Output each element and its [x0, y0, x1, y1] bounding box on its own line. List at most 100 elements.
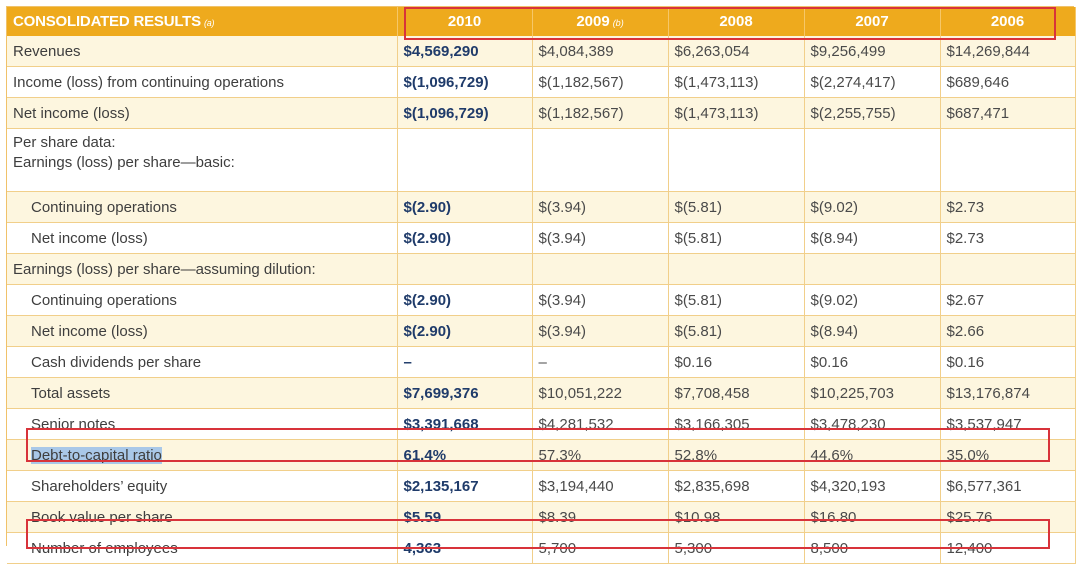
cell-value: $(1,473,113)	[668, 97, 805, 129]
table-row-basic-net-income: Net income (loss) $(2.90) $(3.94) $(5.81…	[7, 222, 1076, 254]
table-row-basic-continuing: Continuing operations $(2.90) $(3.94) $(…	[7, 191, 1076, 223]
section-heading: Per share data:	[13, 134, 116, 151]
cell-value: $0.16	[668, 346, 805, 378]
row-label: Revenues	[7, 36, 398, 67]
year-header-2010: 2010	[397, 7, 533, 36]
cell-value: $5.59	[397, 501, 533, 533]
cell-value: 12,400	[940, 532, 1076, 564]
cell-value: 44.6%	[804, 439, 941, 471]
cell-value: $(8.94)	[804, 315, 941, 347]
cell-value	[940, 128, 1076, 192]
cell-value	[940, 253, 1076, 285]
table-row-book-value: Book value per share $5.59 $8.39 $10.98 …	[7, 501, 1076, 533]
cell-value: $3,194,440	[532, 470, 669, 502]
cell-value: $0.16	[940, 346, 1076, 378]
cell-value: $8.39	[532, 501, 669, 533]
cell-value: $2.73	[940, 191, 1076, 223]
cell-value: $(9.02)	[804, 284, 941, 316]
cell-value: $(3.94)	[532, 284, 669, 316]
cell-value	[668, 253, 805, 285]
row-label: Net income (loss)	[7, 97, 398, 129]
cell-value: $3,391,668	[397, 408, 533, 440]
cell-value: $4,281,532	[532, 408, 669, 440]
cell-value: $(5.81)	[668, 222, 805, 254]
row-label: Total assets	[7, 377, 398, 409]
cell-value: $689,646	[940, 66, 1076, 98]
row-label: Income (loss) from continuing operations	[7, 66, 398, 98]
cell-value: $(3.94)	[532, 222, 669, 254]
cell-value: $(1,473,113)	[668, 66, 805, 98]
consolidated-results-table: CONSOLIDATED RESULTS (a) 2010 2009 (b) 200…	[7, 7, 1076, 564]
year-header-2006: 2006	[940, 7, 1076, 36]
cell-value: $3,166,305	[668, 408, 805, 440]
header-row: CONSOLIDATED RESULTS (a) 2010 2009 (b) 200…	[7, 7, 1076, 36]
cell-value: $0.16	[804, 346, 941, 378]
cell-value: $2.73	[940, 222, 1076, 254]
cell-value: 5,300	[668, 532, 805, 564]
cell-value: $10.98	[668, 501, 805, 533]
subsection-heading: Earnings (loss) per share—assuming dilut…	[7, 253, 398, 285]
table-title: CONSOLIDATED RESULTS (a)	[7, 7, 398, 36]
cell-value	[397, 253, 533, 285]
row-label: Book value per share	[7, 501, 398, 533]
cell-value: –	[532, 346, 669, 378]
cell-value: $14,269,844	[940, 36, 1076, 67]
year-header-2008: 2008	[668, 7, 805, 36]
cell-value: 5,700	[532, 532, 669, 564]
cell-value: $3,537,947	[940, 408, 1076, 440]
cell-value: 8,500	[804, 532, 941, 564]
cell-value: $7,699,376	[397, 377, 533, 409]
cell-value: 4,363	[397, 532, 533, 564]
year-header-2007: 2007	[804, 7, 941, 36]
row-label: Cash dividends per share	[7, 346, 398, 378]
cell-value	[804, 253, 941, 285]
table-row-diluted-net-income: Net income (loss) $(2.90) $(3.94) $(5.81…	[7, 315, 1076, 347]
cell-value: $(2.90)	[397, 284, 533, 316]
cell-value: $6,263,054	[668, 36, 805, 67]
cell-value: $2,835,698	[668, 470, 805, 502]
cell-value: $9,256,499	[804, 36, 941, 67]
selected-text[interactable]: Debt-to-capital ratio	[31, 446, 162, 464]
cell-value: $(3.94)	[532, 191, 669, 223]
row-label: Net income (loss)	[7, 222, 398, 254]
row-label[interactable]: Debt-to-capital ratio	[7, 439, 398, 471]
cell-value: $(1,096,729)	[397, 66, 533, 98]
table-row-income-continuing: Income (loss) from continuing operations…	[7, 66, 1076, 98]
cell-value	[532, 253, 669, 285]
table-row-per-share-heading: Per share data: Earnings (loss) per shar…	[7, 128, 1076, 192]
cell-value: 35.0%	[940, 439, 1076, 471]
row-label: Continuing operations	[7, 284, 398, 316]
cell-value: $25.76	[940, 501, 1076, 533]
year-header-2009: 2009 (b)	[532, 7, 669, 36]
cell-value: $(2.90)	[397, 191, 533, 223]
cell-value: $(8.94)	[804, 222, 941, 254]
cell-value: $(1,182,567)	[532, 66, 669, 98]
cell-value: $2.67	[940, 284, 1076, 316]
table-row-revenues: Revenues $4,569,290 $4,084,389 $6,263,05…	[7, 36, 1076, 67]
cell-value	[397, 128, 533, 192]
cell-value: $(9.02)	[804, 191, 941, 223]
cell-value: $4,569,290	[397, 36, 533, 67]
table-row-cash-dividends: Cash dividends per share – – $0.16 $0.16…	[7, 346, 1076, 378]
cell-value	[804, 128, 941, 192]
consolidated-results-panel: CONSOLIDATED RESULTS (a) 2010 2009 (b) 200…	[6, 6, 1076, 564]
cell-value: $16.80	[804, 501, 941, 533]
cell-value: 52.8%	[668, 439, 805, 471]
cell-value: $4,084,389	[532, 36, 669, 67]
cell-value: 61.4%	[397, 439, 533, 471]
table-row-diluted-continuing: Continuing operations $(2.90) $(3.94) $(…	[7, 284, 1076, 316]
cell-value: $4,320,193	[804, 470, 941, 502]
cell-value: 57.3%	[532, 439, 669, 471]
cell-value: –	[397, 346, 533, 378]
row-label: Continuing operations	[7, 191, 398, 223]
cell-value: $(5.81)	[668, 284, 805, 316]
cell-value: $(1,096,729)	[397, 97, 533, 129]
row-label: Senior notes	[7, 408, 398, 440]
cell-value: $687,471	[940, 97, 1076, 129]
cell-value: $(3.94)	[532, 315, 669, 347]
table-row-senior-notes: Senior notes $3,391,668 $4,281,532 $3,16…	[7, 408, 1076, 440]
cell-value: $2.66	[940, 315, 1076, 347]
cell-value: $(5.81)	[668, 315, 805, 347]
cell-value: $(2.90)	[397, 222, 533, 254]
table-row-net-income: Net income (loss) $(1,096,729) $(1,182,5…	[7, 97, 1076, 129]
